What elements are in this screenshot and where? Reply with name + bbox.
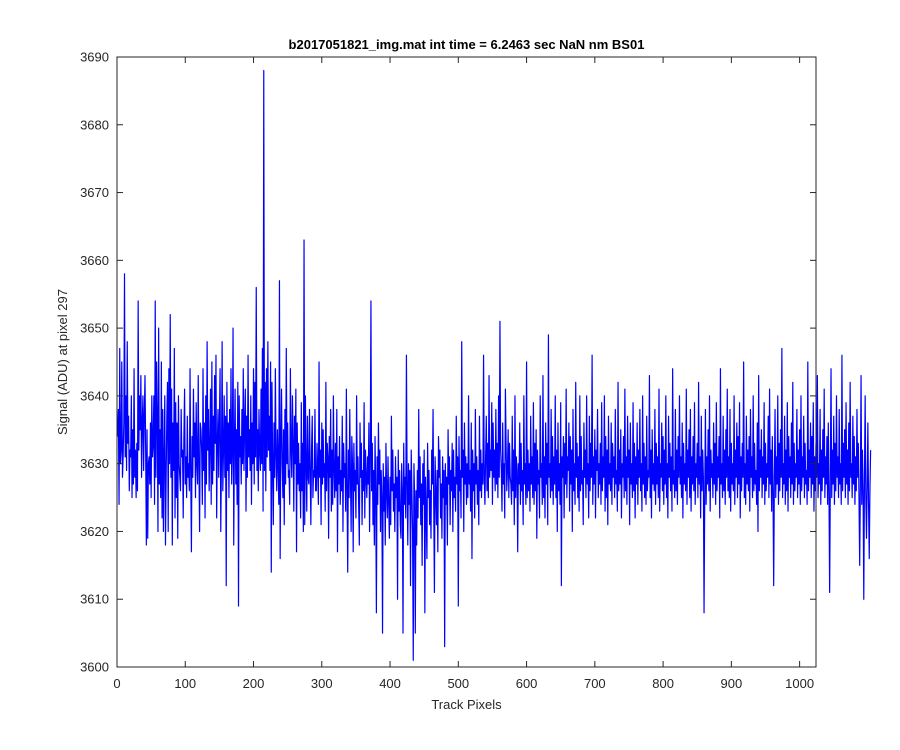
y-tick-label-3610: 3610: [80, 592, 109, 607]
y-tick-label-3640: 3640: [80, 388, 109, 403]
x-axis-label: Track Pixels: [431, 697, 502, 712]
x-tick-label-600: 600: [516, 676, 538, 691]
y-tick-label-3660: 3660: [80, 253, 109, 268]
y-tick-label-3650: 3650: [80, 321, 109, 336]
y-axis-label: Signal (ADU) at pixel 297: [55, 289, 70, 435]
x-tick-label-800: 800: [652, 676, 674, 691]
x-tick-label-500: 500: [447, 676, 469, 691]
y-tick-label-3630: 3630: [80, 456, 109, 471]
y-tick-label-3670: 3670: [80, 185, 109, 200]
y-tick-label-3690: 3690: [80, 50, 109, 65]
x-tick-label-300: 300: [311, 676, 333, 691]
x-tick-label-100: 100: [174, 676, 196, 691]
series-line-0: [117, 69, 872, 661]
x-tick-label-200: 200: [243, 676, 265, 691]
x-axis: 0 100 200 300 400 500 600 700 800 900 1000: [113, 57, 814, 691]
y-axis: 3600 3610 3620 3630 3640 3650 3660 3670 3680 3690: [80, 50, 816, 675]
x-tick-label-700: 700: [584, 676, 606, 691]
series-layer: [117, 69, 872, 661]
x-tick-label-400: 400: [379, 676, 401, 691]
y-tick-label-3620: 3620: [80, 524, 109, 539]
x-tick-label-1000: 1000: [785, 676, 814, 691]
chart-title: b2017051821_img.mat int time = 6.2463 se…: [289, 37, 645, 52]
y-tick-label-3600: 3600: [80, 660, 109, 675]
x-tick-label-900: 900: [721, 676, 743, 691]
x-tick-label-0: 0: [113, 676, 120, 691]
axes-box: [116, 56, 817, 668]
y-tick-label-3680: 3680: [80, 117, 109, 132]
